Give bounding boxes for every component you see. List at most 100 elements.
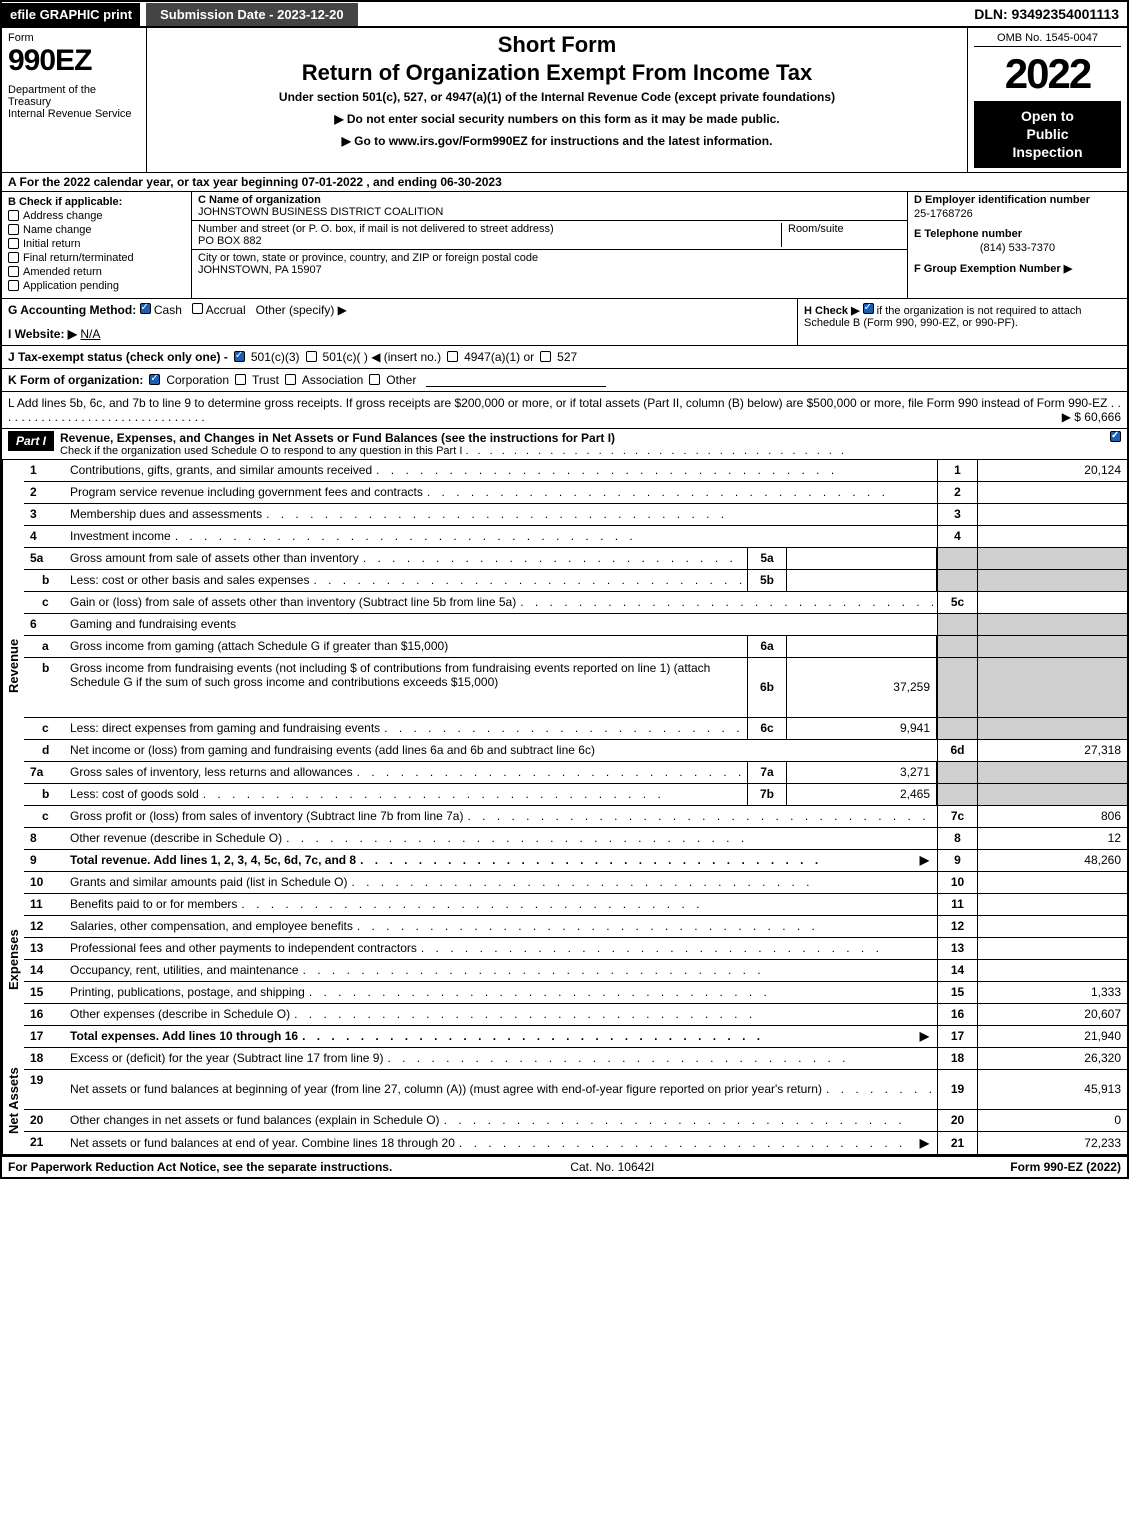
row-4: 4 Investment income. . . . . . . . . . .… bbox=[24, 526, 1127, 548]
r19-desc: Net assets or fund balances at beginning… bbox=[70, 1082, 822, 1096]
r21-desc: Net assets or fund balances at end of ye… bbox=[70, 1136, 455, 1150]
c-name-lbl: C Name of organization bbox=[198, 194, 321, 206]
r18-rval: 26,320 bbox=[977, 1048, 1127, 1069]
r3-desc: Membership dues and assessments bbox=[70, 507, 262, 521]
r5a-desc: Gross amount from sale of assets other t… bbox=[70, 551, 359, 565]
r17-desc: Total expenses. Add lines 10 through 16 bbox=[70, 1029, 298, 1043]
chk-other[interactable] bbox=[369, 374, 380, 385]
l-amount: ▶ $ 60,666 bbox=[1062, 410, 1121, 424]
r7b-rnum bbox=[937, 784, 977, 805]
r14-dots: . . . . . . . . . . . . . . . . . . . . … bbox=[303, 963, 933, 977]
r20-rval: 0 bbox=[977, 1110, 1127, 1131]
r12-dots: . . . . . . . . . . . . . . . . . . . . … bbox=[357, 919, 933, 933]
expenses-side-label: Expenses bbox=[2, 872, 24, 1048]
org-name-row: C Name of organization JOHNSTOWN BUSINES… bbox=[192, 192, 907, 221]
tax-year: 2022 bbox=[974, 53, 1121, 95]
r1-rnum: 1 bbox=[937, 460, 977, 481]
chk-name-label: Name change bbox=[23, 224, 92, 236]
r10-num: 10 bbox=[24, 872, 70, 893]
r2-num: 2 bbox=[24, 482, 70, 503]
chk-assoc[interactable] bbox=[285, 374, 296, 385]
revenue-section: Revenue 1 Contributions, gifts, grants, … bbox=[0, 460, 1129, 872]
r16-dots: . . . . . . . . . . . . . . . . . . . . … bbox=[294, 1007, 933, 1021]
r12-rnum: 12 bbox=[937, 916, 977, 937]
r9-rnum: 9 bbox=[937, 850, 977, 871]
r6-rnum bbox=[937, 614, 977, 635]
r6c-num: c bbox=[24, 718, 70, 739]
row-17: 17 Total expenses. Add lines 10 through … bbox=[24, 1026, 1127, 1048]
e-val: (814) 533-7370 bbox=[914, 242, 1121, 254]
r8-num: 8 bbox=[24, 828, 70, 849]
r1-rval: 20,124 bbox=[977, 460, 1127, 481]
r20-rnum: 20 bbox=[937, 1110, 977, 1131]
arrow-icon: ▶ bbox=[920, 1029, 929, 1043]
r13-num: 13 bbox=[24, 938, 70, 959]
chk-pending[interactable]: Application pending bbox=[8, 280, 185, 292]
line-g: G Accounting Method: Cash Accrual Other … bbox=[2, 299, 797, 345]
r6b-desc1: Gross income from fundraising events (no… bbox=[70, 661, 357, 675]
chk-cash[interactable] bbox=[140, 303, 151, 314]
r8-rnum: 8 bbox=[937, 828, 977, 849]
r14-desc: Occupancy, rent, utilities, and maintena… bbox=[70, 963, 299, 977]
r18-rnum: 18 bbox=[937, 1048, 977, 1069]
f-lbl: F Group Exemption Number ▶ bbox=[914, 262, 1121, 275]
chk-amended[interactable]: Amended return bbox=[8, 266, 185, 278]
chk-h[interactable] bbox=[863, 303, 874, 314]
chk-initial[interactable]: Initial return bbox=[8, 238, 185, 250]
city-lbl: City or town, state or province, country… bbox=[198, 252, 538, 264]
r6d-num: d bbox=[24, 740, 70, 761]
chk-accrual[interactable] bbox=[192, 303, 203, 314]
row-5a: 5a Gross amount from sale of assets othe… bbox=[24, 548, 1127, 570]
form-header: Form 990EZ Department of the Treasury In… bbox=[0, 28, 1129, 173]
r2-rval bbox=[977, 482, 1127, 503]
r3-dots: . . . . . . . . . . . . . . . . . . . . … bbox=[266, 507, 933, 521]
r5c-desc: Gain or (loss) from sale of assets other… bbox=[70, 595, 516, 609]
r7c-rval: 806 bbox=[977, 806, 1127, 827]
r5c-dots: . . . . . . . . . . . . . . . . . . . . … bbox=[520, 595, 933, 609]
footer-cat: Cat. No. 10642I bbox=[570, 1160, 654, 1174]
r11-rval bbox=[977, 894, 1127, 915]
chk-final[interactable]: Final return/terminated bbox=[8, 252, 185, 264]
chk-501c3[interactable] bbox=[234, 351, 245, 362]
open-line1: Open to bbox=[978, 107, 1117, 125]
r5c-num: c bbox=[24, 592, 70, 613]
r7c-rnum: 7c bbox=[937, 806, 977, 827]
part-i-header: Part I Revenue, Expenses, and Changes in… bbox=[0, 429, 1129, 460]
r7a-rnum bbox=[937, 762, 977, 783]
row-10: 10 Grants and similar amounts paid (list… bbox=[24, 872, 1127, 894]
r17-rval: 21,940 bbox=[977, 1026, 1127, 1047]
chk-527[interactable] bbox=[540, 351, 551, 362]
chk-amended-label: Amended return bbox=[23, 266, 102, 278]
dept-label: Department of the Treasury Internal Reve… bbox=[8, 84, 140, 120]
row-5c: c Gain or (loss) from sale of assets oth… bbox=[24, 592, 1127, 614]
r9-desc: Total revenue. Add lines 1, 2, 3, 4, 5c,… bbox=[70, 853, 356, 867]
row-gh: G Accounting Method: Cash Accrual Other … bbox=[0, 299, 1129, 346]
r7a-mv: 3,271 bbox=[787, 762, 937, 783]
omb-number: OMB No. 1545-0047 bbox=[974, 32, 1121, 47]
chk-4947[interactable] bbox=[447, 351, 458, 362]
j-label: J Tax-exempt status (check only one) - bbox=[8, 350, 228, 364]
netassets-section: Net Assets 18 Excess or (deficit) for th… bbox=[0, 1048, 1129, 1156]
chk-schedule-o[interactable] bbox=[1110, 431, 1121, 442]
b-label: B Check if applicable: bbox=[8, 196, 185, 208]
chk-address[interactable]: Address change bbox=[8, 210, 185, 222]
row-12: 12 Salaries, other compensation, and emp… bbox=[24, 916, 1127, 938]
arrow-icon: ▶ bbox=[920, 1136, 929, 1150]
chk-name[interactable]: Name change bbox=[8, 224, 185, 236]
i-val: N/A bbox=[80, 327, 100, 341]
r7b-desc: Less: cost of goods sold bbox=[70, 787, 199, 801]
chk-trust[interactable] bbox=[235, 374, 246, 385]
accrual-label: Accrual bbox=[206, 303, 246, 317]
top-bar: efile GRAPHIC print Submission Date - 20… bbox=[0, 0, 1129, 28]
chk-corp[interactable] bbox=[149, 374, 160, 385]
d-val: 25-1768726 bbox=[914, 208, 1121, 220]
r7b-dots: . . . . . . . . . . . . . . . . . . . . … bbox=[203, 787, 743, 801]
r20-desc: Other changes in net assets or fund bala… bbox=[70, 1113, 440, 1127]
chk-initial-label: Initial return bbox=[23, 238, 80, 250]
r13-rval bbox=[977, 938, 1127, 959]
r7b-num: b bbox=[24, 784, 70, 805]
chk-501c[interactable] bbox=[306, 351, 317, 362]
row-20: 20 Other changes in net assets or fund b… bbox=[24, 1110, 1127, 1132]
row-18: 18 Excess or (deficit) for the year (Sub… bbox=[24, 1048, 1127, 1070]
r4-desc: Investment income bbox=[70, 529, 171, 543]
